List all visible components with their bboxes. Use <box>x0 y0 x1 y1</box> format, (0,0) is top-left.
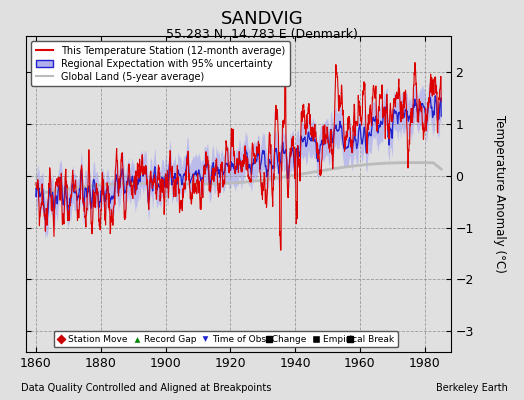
Text: Berkeley Earth: Berkeley Earth <box>436 383 508 393</box>
Text: Data Quality Controlled and Aligned at Breakpoints: Data Quality Controlled and Aligned at B… <box>21 383 271 393</box>
Y-axis label: Temperature Anomaly (°C): Temperature Anomaly (°C) <box>493 115 506 273</box>
Text: SANDVIG: SANDVIG <box>221 10 303 28</box>
Legend: Station Move, Record Gap, Time of Obs. Change, Empirical Break: Station Move, Record Gap, Time of Obs. C… <box>53 331 398 348</box>
Text: 55.283 N, 14.783 E (Denmark): 55.283 N, 14.783 E (Denmark) <box>166 28 358 41</box>
